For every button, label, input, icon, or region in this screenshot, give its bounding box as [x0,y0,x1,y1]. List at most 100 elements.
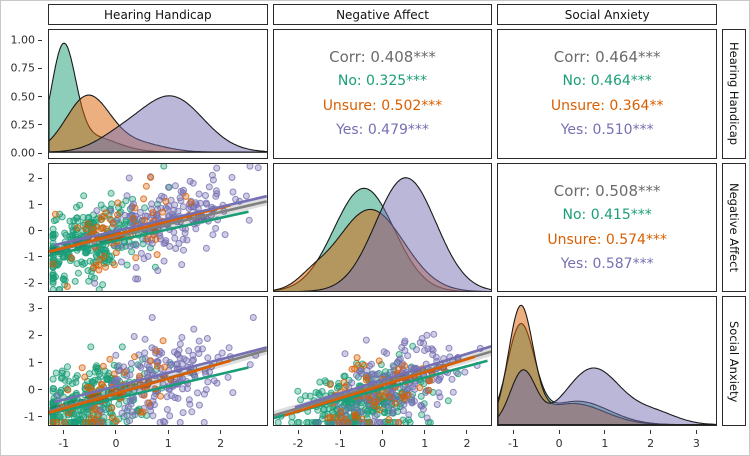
row-header-hearing-handicap: Hearing Handicap [722,29,746,159]
panel-density-social-anxiety [497,296,717,426]
corner-bottom-left [3,430,43,453]
y-tick-label: 1 [28,198,35,212]
y-axis-hearing-handicap: 0.00 0.25 0.50 0.75 1.00 [3,29,43,160]
x-tick-label: 3 [692,437,700,450]
corr-unsure-value: Unsure: 0.502*** [322,97,443,114]
x-tick-mark [167,430,169,434]
x-tick-label: 0 [112,437,120,450]
y-tick-mark [38,307,42,309]
corr-yes-value: Yes: 0.587*** [560,255,654,272]
column-header-hearing-handicap: Hearing Handicap [48,4,268,25]
column-header-negative-affect: Negative Affect [272,4,493,25]
corr-no-value: No: 0.325*** [337,73,428,90]
scatter-plot-negative-vs-hearing [49,163,267,292]
y-tick-label: -2 [24,276,35,290]
x-tick-mark [220,430,222,434]
y-tick-label: 2 [28,171,35,185]
x-tick-label: 2 [647,437,655,450]
x-tick-label: 0 [555,437,563,450]
corner-top-right [722,4,746,25]
y-axis-negative-affect: -2 -1 0 1 2 [3,163,43,293]
x-tick-mark [424,430,426,434]
row-header-negative-affect: Negative Affect [722,162,746,293]
x-axis-negative-affect: -2 -1 0 1 2 [273,430,493,453]
y-tick-mark [38,230,42,232]
y-tick-mark [38,204,42,206]
y-tick-label: 0.25 [10,118,36,132]
x-tick-mark [650,430,652,434]
y-tick-mark [38,39,42,41]
row-header-social-anxiety: Social Anxiety [722,296,746,426]
y-tick-mark [38,256,42,258]
panel-corr-negative-social: Corr: 0.508*** No: 0.415*** Unsure: 0.57… [497,162,717,293]
y-tick-mark [38,67,42,69]
panel-corr-hearing-negative: Corr: 0.408*** No: 0.325*** Unsure: 0.50… [272,29,493,159]
corr-unsure-value: Unsure: 0.574*** [547,231,667,248]
y-tick-label: 0.50 [10,90,36,104]
corr-overall-value: Corr: 0.408*** [329,47,436,66]
corr-no-value: No: 0.464*** [562,73,652,90]
y-tick-label: 0.75 [10,61,36,75]
density-plot-hearing-handicap [49,42,267,153]
x-tick-mark [695,430,697,434]
x-tick-label: 0 [378,437,386,450]
x-tick-mark [63,430,65,434]
y-tick-label: 0 [28,224,35,238]
x-tick-label: 2 [463,437,471,450]
corner-bottom-right [722,430,746,453]
x-tick-label: -1 [507,437,519,450]
x-tick-label: 1 [601,437,609,450]
x-tick-mark [512,430,514,434]
y-tick-mark [38,152,42,154]
y-tick-mark [38,334,42,336]
y-tick-label: 0.00 [10,146,36,160]
x-tick-mark [339,430,341,434]
x-tick-label: -1 [58,437,70,450]
scatter-plot-social-vs-negative [273,331,492,425]
panel-scatter-social-vs-hearing [48,296,268,426]
y-tick-label: 1 [28,356,35,369]
x-tick-label: -2 [292,437,304,450]
x-tick-label: 1 [421,437,429,450]
corr-overall-value: Corr: 0.508*** [553,181,661,200]
x-tick-mark [297,430,299,434]
corr-yes-value: Yes: 0.479*** [336,122,429,139]
x-tick-mark [466,430,468,434]
scatter-plot-social-vs-hearing [49,314,267,425]
y-axis-social-anxiety: -1 0 1 2 3 [3,296,43,426]
y-tick-mark [38,96,42,98]
x-tick-mark [604,430,606,434]
corner-top-left [3,4,43,25]
x-tick-label: 2 [217,437,225,450]
panel-corr-hearing-social: Corr: 0.464*** No: 0.464*** Unsure: 0.36… [497,29,717,159]
panel-scatter-social-vs-negative [272,296,493,426]
x-tick-label: 1 [164,437,172,450]
x-axis-social-anxiety: -1 0 1 2 3 [497,430,717,453]
corr-unsure-value: Unsure: 0.364** [550,97,664,114]
y-tick-label: 1.00 [10,33,36,47]
y-tick-mark [38,282,42,284]
corr-overall-value: Corr: 0.464*** [553,47,661,66]
y-tick-label: -1 [24,250,35,264]
column-header-social-anxiety: Social Anxiety [497,4,717,25]
x-tick-label: -1 [334,437,346,450]
y-tick-mark [38,362,42,363]
x-tick-mark [115,430,117,434]
panel-scatter-negative-vs-hearing [48,162,268,293]
corr-no-value: No: 0.415*** [562,207,652,224]
x-axis-hearing-handicap: -1 0 1 2 [48,430,268,453]
y-tick-mark [38,416,42,418]
y-tick-label: -1 [24,410,35,424]
corr-yes-value: Yes: 0.510*** [560,122,654,139]
x-tick-mark [381,430,383,434]
y-tick-label: 2 [28,328,35,342]
density-plot-social-anxiety [498,304,716,425]
y-tick-mark [38,124,42,126]
density-plot-negative-affect [273,176,492,292]
y-tick-label: 0 [28,383,35,397]
y-tick-mark [38,177,42,179]
panel-density-hearing-handicap [48,29,268,159]
y-tick-mark [38,389,42,391]
